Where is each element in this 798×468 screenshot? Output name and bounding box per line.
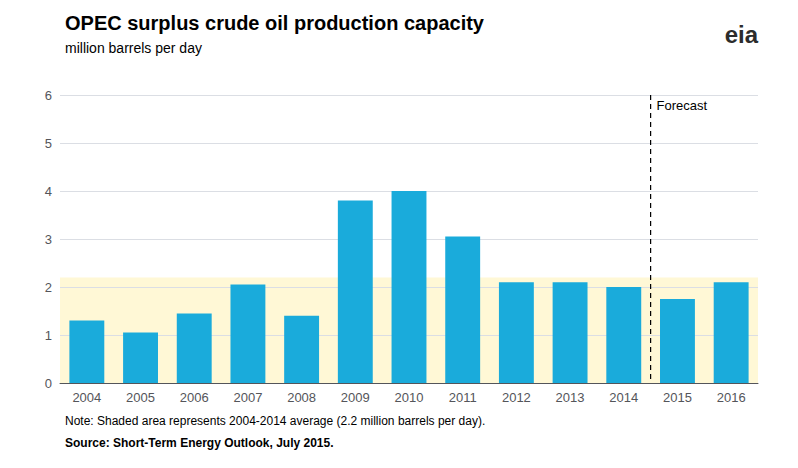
svg-text:4: 4: [45, 184, 52, 199]
svg-text:6: 6: [45, 88, 52, 103]
svg-text:2007: 2007: [233, 390, 262, 405]
svg-text:2016: 2016: [717, 390, 746, 405]
svg-text:2006: 2006: [180, 390, 209, 405]
svg-text:OPEC surplus crude oil product: OPEC surplus crude oil production capaci…: [65, 12, 485, 34]
svg-text:Forecast: Forecast: [657, 98, 708, 113]
svg-text:2004: 2004: [72, 390, 101, 405]
svg-text:2: 2: [45, 280, 52, 295]
svg-text:0: 0: [45, 376, 52, 391]
svg-text:3: 3: [45, 232, 52, 247]
svg-text:million barrels per day: million barrels per day: [65, 40, 202, 56]
svg-text:1: 1: [45, 328, 52, 343]
svg-text:5: 5: [45, 136, 52, 151]
svg-text:eia: eia: [725, 21, 759, 48]
svg-text:2015: 2015: [663, 390, 692, 405]
svg-text:2010: 2010: [395, 390, 424, 405]
svg-text:Note: Shaded area represents 2: Note: Shaded area represents 2004-2014 a…: [65, 414, 485, 428]
svg-text:Source: Short-Term Energy Outl: Source: Short-Term Energy Outlook, July …: [65, 436, 334, 450]
svg-text:2013: 2013: [556, 390, 585, 405]
svg-text:2011: 2011: [449, 390, 477, 405]
svg-text:2009: 2009: [341, 390, 370, 405]
svg-text:2012: 2012: [502, 390, 531, 405]
svg-text:2014: 2014: [609, 390, 638, 405]
svg-text:2008: 2008: [287, 390, 316, 405]
svg-text:2005: 2005: [126, 390, 155, 405]
